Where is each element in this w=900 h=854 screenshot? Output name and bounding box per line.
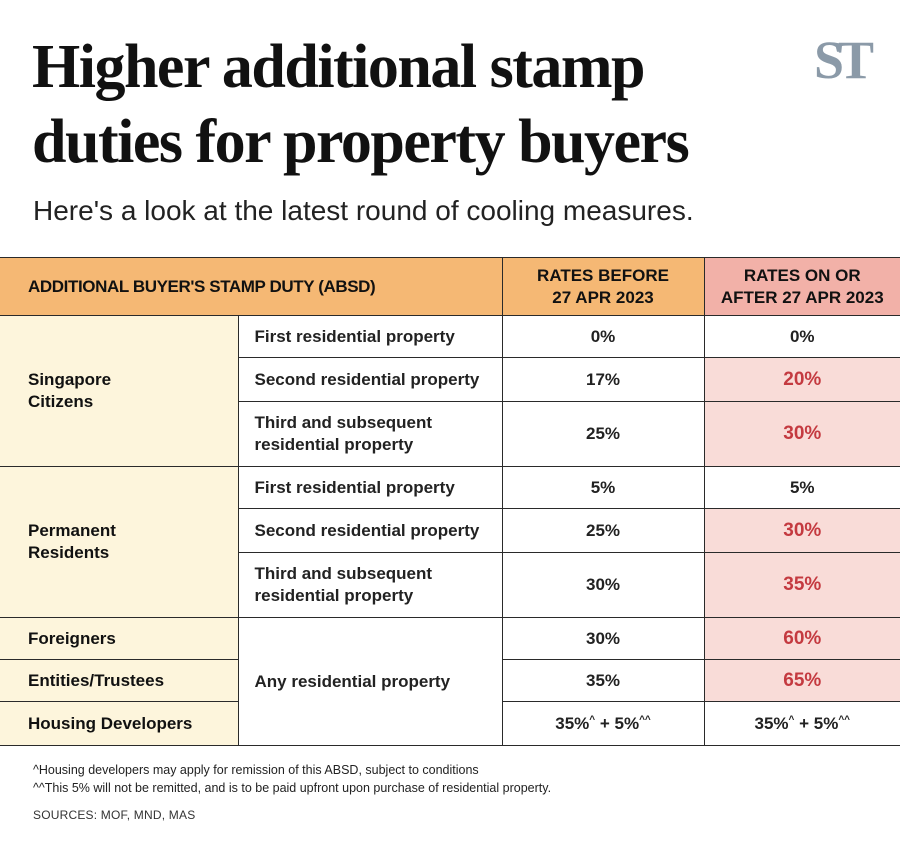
rate-before: 30% [501, 617, 705, 660]
rate-after-increased: 35% [703, 552, 900, 618]
footnote-marker: ^^ [838, 713, 851, 725]
table-row: Third and subsequent residential propert… [0, 552, 900, 618]
sources: SOURCES: MOF, MND, MAS [33, 808, 196, 822]
rate-after-increased: 20% [703, 357, 900, 402]
rate-after: 5% [703, 466, 900, 509]
rate-after-increased: 30% [703, 508, 900, 553]
table-row: Foreigners Any residential property 30% … [0, 617, 900, 746]
rate-after-increased: 60% [703, 617, 900, 660]
rate-after-increased: 30% [703, 401, 900, 467]
group-name-line2: Residents [28, 543, 110, 562]
property-type-line1: Third and subsequent [254, 413, 433, 432]
table-row: Second residential property 25% 30% [0, 508, 900, 553]
rate-after-increased: 65% [703, 659, 900, 702]
property-type: First residential property [237, 315, 503, 358]
footnote-marker: ^ [589, 713, 596, 725]
property-type-line2: residential property [254, 586, 414, 605]
property-type: Second residential property [238, 508, 503, 553]
rate-after: 0% [703, 315, 900, 358]
footnote-1: ^Housing developers may apply for remiss… [33, 763, 479, 777]
rate-after: 35%^ + 5%^^ [703, 701, 900, 746]
rate-before: 17% [501, 357, 705, 402]
rate-before: 30% [501, 552, 705, 618]
rate-after-a: 35% [754, 713, 789, 733]
rates-before-line2: 27 APR 2023 [552, 287, 654, 307]
property-type: First residential property [237, 466, 503, 509]
group-entities-trustees: Entities/Trustees [0, 659, 239, 702]
rate-before: 0% [501, 315, 705, 358]
rate-before-a: 35% [555, 713, 590, 733]
absd-header: ADDITIONAL BUYER'S STAMP DUTY (ABSD) [0, 257, 503, 316]
property-type-line2: residential property [254, 435, 414, 454]
rate-before: 25% [501, 401, 705, 467]
st-logo-text: ST [814, 30, 874, 90]
table-header-row: ADDITIONAL BUYER'S STAMP DUTY (ABSD) RAT… [0, 257, 900, 316]
group-housing-developers: Housing Developers [0, 701, 239, 746]
table-row: Third and subsequent residential propert… [0, 401, 900, 467]
footnote-marker: ^^ [639, 713, 651, 725]
rate-before: 35%^ + 5%^^ [501, 701, 705, 746]
rate-before: 5% [501, 466, 705, 509]
absd-table: ADDITIONAL BUYER'S STAMP DUTY (ABSD) RAT… [0, 257, 900, 746]
footnote-2: ^^This 5% will not be remitted, and is t… [33, 781, 552, 795]
rate-before-b: + 5% [595, 713, 640, 733]
group-permanent-residents: Permanent Residents [0, 466, 239, 618]
footnote-marker: ^ [788, 713, 795, 725]
table-row: Housing Developers 35%^ + 5%^^ 35%^ + 5%… [0, 701, 900, 746]
rates-before-header: RATES BEFORE 27 APR 2023 [501, 257, 705, 316]
rates-after-header: RATES ON OR AFTER 27 APR 2023 [703, 257, 900, 316]
table-row: Second residential property 17% 20% [0, 357, 900, 402]
group-name-line1: Singapore [28, 370, 112, 389]
property-type-line1: Third and subsequent [254, 564, 433, 583]
rate-after-b: + 5% [794, 713, 839, 733]
property-type: Third and subsequent residential propert… [238, 552, 503, 618]
table-row: Entities/Trustees 35% 65% [0, 659, 900, 702]
rate-before: 35% [501, 659, 705, 702]
property-type: Any residential property [237, 617, 503, 746]
rates-before-line1: RATES BEFORE [537, 265, 669, 285]
rate-before: 25% [501, 508, 705, 553]
group-name-line2: Citizens [28, 392, 94, 411]
table-row: Singapore Citizens First residential pro… [0, 315, 900, 467]
table-row: Permanent Residents First residential pr… [0, 466, 900, 618]
page-title: Higher additional stamp duties for prope… [32, 33, 690, 176]
page-subtitle: Here's a look at the latest round of coo… [33, 195, 694, 226]
rates-after-line1: RATES ON OR [743, 265, 861, 285]
st-logo: ST [814, 30, 876, 90]
group-singapore-citizens: Singapore Citizens [0, 315, 239, 467]
property-type: Second residential property [238, 357, 503, 402]
rates-after-line2: AFTER 27 APR 2023 [720, 287, 884, 307]
group-foreigners: Foreigners [0, 617, 239, 660]
footnotes: ^Housing developers may apply for remiss… [33, 761, 551, 797]
property-type: Third and subsequent residential propert… [238, 401, 503, 467]
group-name-line1: Permanent [28, 521, 116, 540]
